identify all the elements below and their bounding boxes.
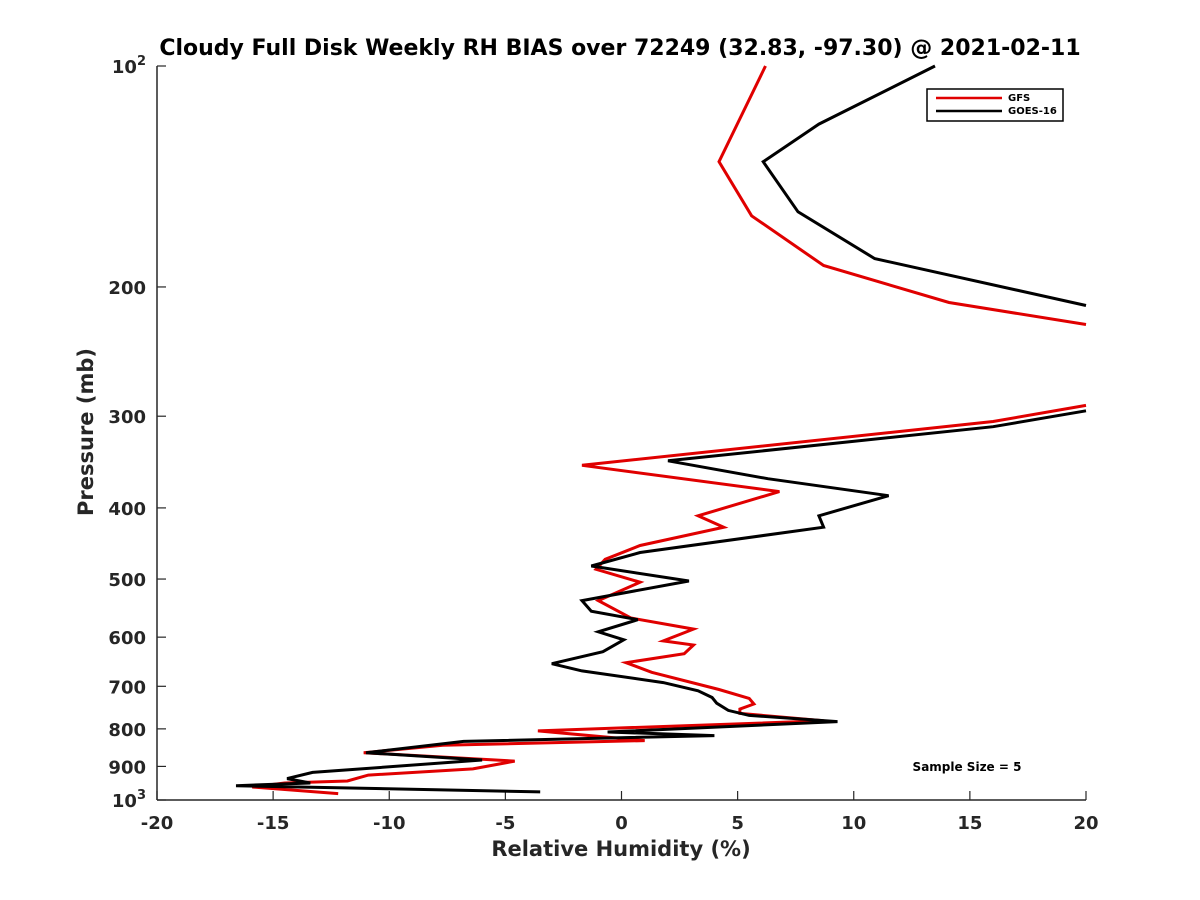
x-tick-label: 0 xyxy=(615,813,628,834)
x-tick-label: 15 xyxy=(957,813,982,834)
y-tick-label: 102 xyxy=(112,54,146,78)
y-tick-label: 600 xyxy=(108,628,146,649)
y-tick-label: 300 xyxy=(108,407,146,428)
y-tick-label: 700 xyxy=(108,677,146,698)
series-lines xyxy=(235,64,1087,796)
series-line-goes16-segment-2 xyxy=(235,409,1087,794)
series-line-goes16-segment-1 xyxy=(761,64,1087,307)
legend-label-gfs: GFS xyxy=(1008,93,1030,104)
series-line-gfs-segment-2 xyxy=(252,403,1087,796)
y-tick-label: 103 xyxy=(112,788,146,812)
series-goes16 xyxy=(235,64,1087,794)
series-gfs xyxy=(252,65,1087,796)
y-tick-label: 400 xyxy=(108,499,146,520)
x-tick-label: 20 xyxy=(1073,813,1098,834)
legend-label-goes16: GOES-16 xyxy=(1008,106,1057,117)
x-tick-label: -15 xyxy=(257,813,290,834)
axes: -20 -15 -10 -5 0 5 10 15 20 102 200 300 400 500 600 700… xyxy=(108,54,1098,834)
y-tick-label: 200 xyxy=(108,278,146,299)
x-tick-label: 10 xyxy=(841,813,866,834)
x-tick-label: 5 xyxy=(731,813,744,834)
sample-size-annotation: Sample Size = 5 xyxy=(913,760,1022,774)
legend: GFS GOES-16 xyxy=(926,88,1064,122)
x-tick-label: -10 xyxy=(373,813,406,834)
x-tick-label: -5 xyxy=(495,813,515,834)
chart-title: Cloudy Full Disk Weekly RH BIAS over 722… xyxy=(159,36,1080,61)
x-axis-label: Relative Humidity (%) xyxy=(491,837,750,861)
legend-box xyxy=(926,88,1064,122)
y-tick-label: 800 xyxy=(108,720,146,741)
y-tick-label: 900 xyxy=(108,757,146,778)
x-tick-label: -20 xyxy=(141,813,174,834)
y-tick-label: 500 xyxy=(108,570,146,591)
y-axis-label: Pressure (mb) xyxy=(74,348,98,516)
series-line-gfs-segment-1 xyxy=(717,65,1087,326)
